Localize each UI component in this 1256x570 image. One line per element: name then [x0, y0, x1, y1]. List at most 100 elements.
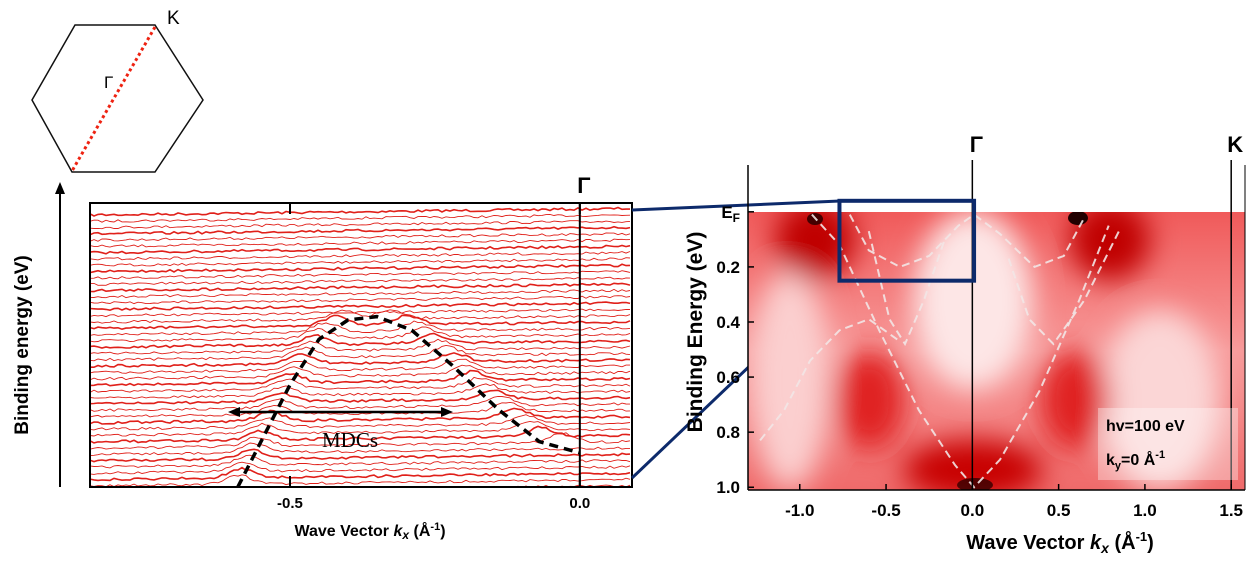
plot-frame	[89, 202, 633, 488]
mdc-curve	[90, 395, 631, 412]
mdc-curve	[90, 491, 630, 500]
x-tick-label: 1.5	[1219, 501, 1243, 520]
arpes-map	[748, 212, 1245, 490]
x-label-part: k	[1090, 532, 1102, 554]
mdc-curve	[90, 309, 631, 324]
mdc-curve	[90, 263, 631, 274]
gamma-label: Γ	[577, 173, 590, 198]
mdc-curve	[90, 301, 631, 312]
inset-part: -1	[1155, 449, 1165, 461]
x-label-part: (Å	[409, 521, 431, 540]
mdc-curve	[90, 442, 630, 456]
mdc-curve	[90, 282, 631, 293]
mdc-curve	[90, 220, 631, 230]
map-dark	[775, 212, 855, 280]
y-tick-label: 0.2	[716, 258, 740, 277]
x-label-part: x	[401, 528, 410, 542]
mdc-curve	[90, 364, 631, 381]
y-tick-label: EF	[721, 203, 740, 225]
symmetry-label: Γ	[970, 132, 983, 157]
connector	[631, 199, 841, 212]
mdc-curve	[90, 332, 631, 349]
mdc-curve	[90, 238, 631, 248]
mdc-curve	[90, 244, 631, 255]
mdc-curve	[90, 461, 631, 475]
mdc-curve	[90, 358, 630, 374]
mdc-curve	[90, 225, 631, 236]
x-axis-label: Wave Vector kx (Å-1)	[966, 529, 1154, 556]
mdc-curve	[90, 326, 631, 343]
y-axis-label: Binding energy (eV)	[12, 255, 33, 434]
map-dark	[835, 350, 905, 450]
y-tick-label-part: E	[721, 203, 732, 222]
mdc-curve	[90, 420, 631, 437]
mdc-curve	[90, 320, 631, 336]
inset-part: y	[1115, 460, 1122, 472]
x-tick-label: 0.0	[569, 495, 590, 512]
x-label-part: )	[1147, 532, 1154, 554]
symmetry-label: K	[1227, 132, 1243, 157]
y-tick-label: 0.4	[716, 313, 740, 332]
mdc-curve	[90, 352, 631, 368]
dispersion-line	[759, 318, 901, 442]
inset-text: ky=0 Å-1	[1106, 449, 1165, 472]
y-tick-label: 1.0	[716, 478, 740, 497]
mdc-curve	[90, 251, 631, 261]
mdc-curve	[90, 369, 631, 387]
map-dark	[1040, 350, 1110, 450]
mdc-curve	[90, 257, 631, 267]
mdc-curve	[90, 407, 631, 425]
x-label-part: -1	[1136, 529, 1148, 544]
y-tick-label: 0.8	[716, 423, 740, 442]
mdc-curve	[90, 454, 631, 469]
mdc-curve	[90, 344, 631, 362]
y-axis-label: Binding Energy (eV)	[684, 232, 707, 433]
mdc-curve	[90, 314, 631, 331]
cut-line	[70, 26, 157, 172]
arrow-head	[441, 407, 453, 417]
map-hotspot	[1068, 212, 1088, 225]
mdc-stack	[90, 206, 631, 500]
mdc-curve	[90, 270, 631, 280]
y-tick-label-sub: F	[733, 211, 740, 225]
mdc-curve	[90, 425, 631, 444]
map-light	[1100, 310, 1220, 490]
mdc-curve	[90, 206, 630, 217]
x-label-part: (Å	[1109, 530, 1136, 554]
mdc-curve	[90, 276, 631, 286]
x-axis-label: Wave Vector kx (Å-1)	[294, 521, 445, 542]
x-label-part: x	[1100, 540, 1110, 556]
x-tick-label: 1.0	[1133, 501, 1157, 520]
map-hotspot	[957, 478, 993, 490]
mdc-curve	[90, 308, 631, 318]
mdc-curve	[90, 232, 631, 242]
mdc-curve	[90, 214, 631, 223]
mdc-curve	[90, 376, 631, 393]
mdc-curve	[90, 414, 631, 431]
mdc-curve	[90, 474, 631, 487]
mdc-curve	[90, 448, 631, 463]
x-tick-label: -0.5	[871, 501, 900, 520]
zoom-box	[837, 198, 977, 283]
inset-part: k	[1106, 452, 1115, 469]
inset-part: =0 Å	[1121, 450, 1156, 469]
dispersion-line	[236, 314, 581, 488]
mdc-curve	[90, 288, 631, 299]
x-label-part: )	[440, 523, 445, 540]
gamma-point-label: Γ	[104, 73, 113, 92]
inset-box	[1098, 408, 1238, 480]
dispersion-line	[811, 213, 1110, 489]
k-point-label: K	[167, 8, 180, 29]
mdc-curve	[90, 389, 631, 405]
x-tick-label: -0.5	[277, 495, 303, 512]
map-light	[750, 270, 830, 490]
x-label-part: Wave Vector	[966, 532, 1090, 554]
x-label-part: Wave Vector	[294, 523, 393, 540]
x-label-part: -1	[430, 521, 440, 533]
mdc-curve	[90, 466, 631, 482]
x-tick-label: 0.0	[961, 501, 985, 520]
mdc-label: MDCs	[322, 428, 378, 452]
brillouin-zone	[31, 24, 204, 173]
